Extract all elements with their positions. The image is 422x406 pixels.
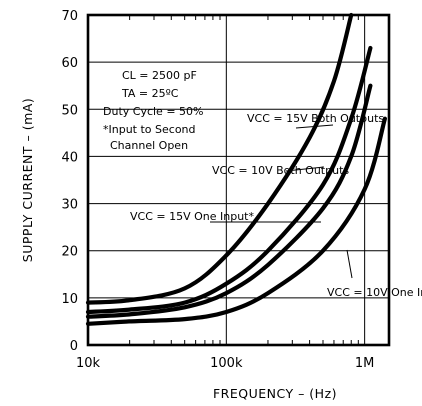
tick-labels: 0 10 20 30 40 50 60 70 10k 100k 1M	[61, 9, 374, 371]
y-tick-label: 70	[61, 9, 78, 24]
leader-vcc10-both	[285, 166, 325, 172]
label-vcc10-both: VCC = 10V Both Outputs	[212, 164, 349, 177]
x-tick-label: 10k	[76, 356, 101, 371]
condition-ta: TA = 25ºC	[121, 87, 179, 100]
y-axis-label: SUPPLY CURRENT – (mA)	[20, 98, 35, 262]
y-tick-label: 60	[61, 56, 78, 71]
label-vcc10-one: VCC = 10V One Input*	[327, 249, 422, 299]
x-tick-label: 100k	[210, 356, 243, 371]
curves	[85, 12, 387, 326]
y-tick-label: 50	[61, 103, 78, 118]
series-line-3	[85, 116, 387, 326]
series-line-1	[85, 45, 373, 315]
leader-vcc10-one	[346, 249, 353, 279]
condition-duty-cycle: Duty Cycle = 50%	[103, 105, 203, 118]
grid	[88, 15, 389, 345]
x-tick-label: 1M	[355, 356, 375, 371]
series-line-2	[85, 83, 373, 319]
condition-cl: CL = 2500 pF	[122, 69, 197, 82]
leader-vcc15-both	[295, 124, 334, 129]
label-vcc15-both: VCC = 15V Both Outputs	[247, 112, 384, 129]
y-tick-label: 30	[61, 198, 78, 213]
series-label-vcc10-one: VCC = 10V One Input*	[327, 286, 422, 299]
condition-note-line2: Channel Open	[110, 139, 188, 152]
y-tick-label: 0	[70, 339, 78, 354]
series-label-vcc10-both: VCC = 10V Both Outputs	[212, 164, 349, 177]
series-label-vcc15-both: VCC = 15V Both Outputs	[247, 112, 384, 125]
x-axis-label: FREQUENCY – (Hz)	[213, 386, 337, 401]
plot-frame	[86, 13, 391, 347]
series-label-vcc15-one: VCC = 15V One Input*	[130, 210, 254, 223]
condition-note-line1: *Input to Second	[103, 123, 196, 136]
label-vcc15-one: VCC = 15V One Input*	[130, 210, 321, 223]
y-tick-label: 10	[61, 292, 78, 307]
y-tick-label: 40	[61, 150, 78, 165]
series-line-0	[85, 12, 354, 305]
y-tick-label: 20	[61, 245, 78, 260]
